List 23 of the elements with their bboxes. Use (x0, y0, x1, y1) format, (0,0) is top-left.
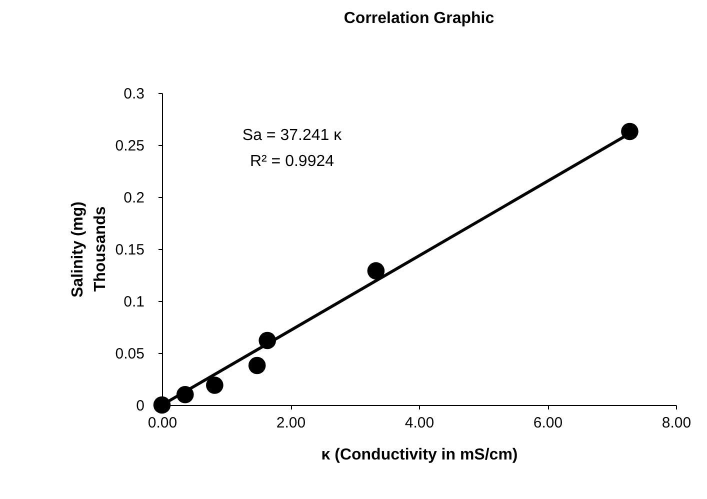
chart-title: Correlation Graphic (344, 10, 494, 27)
x-tick-label: 0.00 (148, 414, 178, 432)
x-axis-title: κ (Conductivity in mS/cm) (321, 446, 518, 464)
y-tick-label: 0.15 (115, 242, 144, 258)
x-tick-label: 2.00 (276, 414, 306, 432)
point (621, 122, 638, 140)
point (153, 396, 171, 414)
y-axis-title: Salinity (mg) (69, 201, 86, 298)
y-tick-label: 0.3 (124, 86, 144, 102)
y-tick-label: 0.2 (124, 190, 144, 206)
y-tick-label: 0.1 (124, 294, 144, 310)
x-tick-label: 8.00 (662, 414, 692, 432)
x-tick-label: 4.00 (404, 414, 434, 432)
annotation: R² = 0.9924 (250, 153, 334, 170)
x-tick-label: 6.00 (533, 414, 563, 432)
point (206, 376, 224, 394)
text: Thousands (92, 206, 109, 292)
point (367, 262, 385, 280)
y-tick-label: 0.25 (115, 138, 144, 154)
y-tick-label: 0 (136, 398, 144, 414)
annotation: Sa = 37.241 κ (242, 127, 343, 144)
point (248, 356, 266, 374)
y-tick-label: 0.05 (115, 346, 144, 362)
